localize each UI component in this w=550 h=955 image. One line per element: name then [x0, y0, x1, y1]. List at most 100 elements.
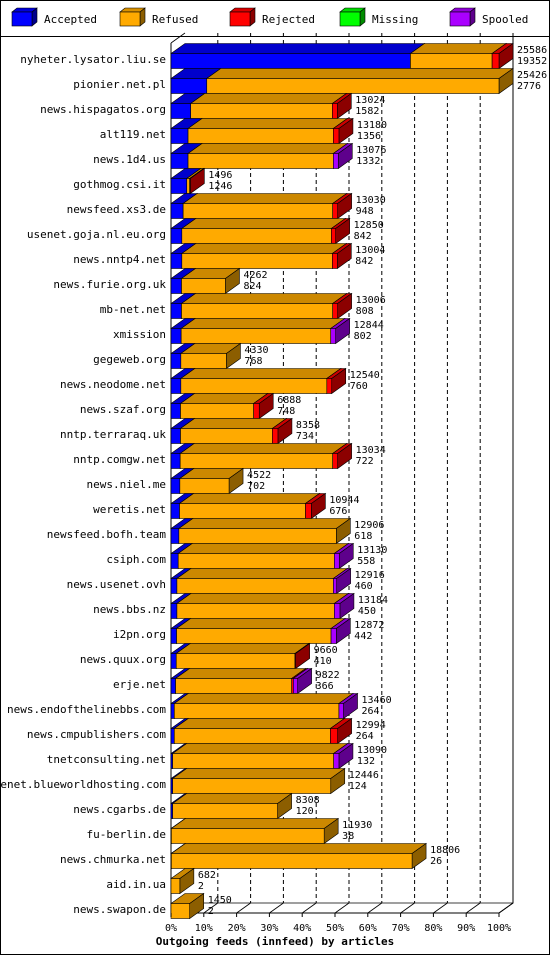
bar-segment-rejected — [333, 128, 340, 144]
bar-segment-accepted — [170, 428, 181, 444]
bar-segment-refused — [186, 178, 190, 194]
bar-row-news.1d4.us — [170, 142, 354, 170]
host-label: weretis.net — [93, 503, 166, 516]
x-tick-label: 20% — [228, 923, 246, 934]
bar-segment-accepted — [170, 603, 178, 619]
bar-segment-top-refused — [173, 718, 346, 729]
host-label: news.cgarbs.de — [73, 803, 166, 816]
value-label-accepted: 618 — [354, 531, 372, 542]
value-label-accepted: 124 — [349, 781, 367, 792]
value-label-offered: 8358 — [296, 420, 320, 431]
host-label: news.furie.org.uk — [53, 278, 166, 291]
bar-segment-refused — [171, 828, 325, 844]
value-label-accepted: 410 — [314, 656, 332, 667]
value-label-offered: 25426 — [517, 70, 547, 81]
bar-segment-top-refused — [175, 593, 350, 604]
bar-segment-refused — [180, 378, 328, 394]
grid-foot — [400, 902, 415, 914]
bar-segment-top-refused — [409, 43, 508, 54]
bar-segment-refused — [180, 428, 273, 444]
value-label-offered: 12916 — [355, 570, 385, 581]
bar-row-usenet.blueworldhosting.com — [170, 767, 346, 795]
bar-row-newsfeed.xs3.de — [170, 192, 353, 220]
value-label-accepted: 450 — [358, 606, 376, 617]
value-label-offered: 4522 — [247, 470, 271, 481]
value-label-accepted: 760 — [350, 381, 368, 392]
bar-row-news.usenet.ovh — [170, 567, 352, 595]
legend-swatch-rejected — [229, 11, 251, 27]
host-label: news.nntp4.net — [73, 253, 166, 266]
bar-segment-accepted — [170, 303, 182, 319]
value-label-offered: 4330 — [244, 345, 268, 356]
bar-segment-refused — [179, 478, 230, 494]
bar-segment-top-refused — [178, 493, 321, 504]
legend-label-rejected: Rejected — [262, 13, 315, 26]
value-label-offered: 13006 — [356, 295, 386, 306]
legend: Accepted Refused Rejected Missing Spooled — [11, 7, 528, 27]
bar-row-news.cgarbs.de — [170, 792, 293, 820]
bar-row-alt119.net — [170, 117, 354, 145]
legend-swatch-spooled — [449, 11, 471, 27]
bar-segment-refused — [180, 328, 332, 344]
value-label-offered: 12850 — [354, 220, 384, 231]
bar-segment-top-refused — [180, 318, 346, 329]
grid-foot — [301, 902, 317, 914]
host-label: news.niel.me — [87, 478, 166, 491]
value-label-offered: 13460 — [362, 695, 392, 706]
bar-segment-rejected — [326, 378, 333, 394]
value-label-offered: 13090 — [357, 745, 387, 756]
bar-segment-accepted — [170, 478, 181, 494]
value-label-offered: 18806 — [430, 845, 460, 856]
back-wall-edge — [170, 32, 186, 44]
bar-segment-accepted — [170, 628, 177, 644]
bar-segment-rejected — [305, 503, 312, 519]
bar-segment-top-refused — [171, 743, 349, 754]
host-label: gothmog.csi.it — [73, 178, 166, 191]
bar-segment-refused — [172, 778, 332, 794]
value-label-accepted: 558 — [357, 556, 375, 567]
legend-label-missing: Missing — [372, 13, 418, 26]
value-label-accepted: 38 — [342, 831, 354, 842]
value-label-offered: 6888 — [277, 395, 301, 406]
value-label-offered: 12844 — [354, 320, 384, 331]
bar-row-news.bbs.nz — [170, 592, 355, 620]
bar-row-news.chmurka.net — [170, 842, 428, 870]
bar-segment-top-refused — [180, 243, 348, 254]
bar-segment-refused — [182, 203, 334, 219]
bar-segment-refused — [176, 603, 335, 619]
host-label: aid.in.ua — [106, 878, 166, 891]
bar-row-news.cmpublishers.com — [170, 717, 353, 745]
bar-segment-spooled — [334, 603, 341, 619]
value-label-accepted: 26 — [430, 856, 442, 867]
value-label-offered: 13034 — [356, 445, 386, 456]
bar-row-csiph.com — [170, 542, 355, 570]
bar-segment-accepted — [170, 203, 184, 219]
bar-segment-refused — [170, 878, 181, 894]
legend-label-accepted: Accepted — [44, 13, 97, 26]
host-label: nntp.comgw.net — [73, 453, 166, 466]
host-label: news.endofthelinebbs.com — [7, 703, 166, 716]
bar-segment-refused — [176, 578, 334, 594]
bar-row-tnetconsulting.net — [170, 742, 354, 770]
bar-row-nntp.terraraq.uk — [170, 417, 293, 445]
value-label-offered: 25586 — [517, 45, 547, 56]
value-label-offered: 11930 — [342, 820, 372, 831]
bar-segment-top-refused — [205, 68, 514, 79]
bar-row-news.niel.me — [170, 467, 244, 495]
legend-swatch-accepted — [11, 11, 33, 27]
bar-segment-top-refused — [170, 843, 428, 854]
host-label: news.1d4.us — [93, 153, 166, 166]
grid-foot — [236, 902, 251, 914]
value-label-accepted: 19352 — [517, 56, 547, 67]
bar-segment-refused — [172, 753, 334, 769]
host-label: news.hispagatos.org — [40, 103, 166, 116]
host-label: nyheter.lysator.liu.se — [20, 53, 166, 66]
bar-segment-rejected — [331, 228, 336, 244]
grid-foot — [203, 902, 219, 914]
value-label-offered: 12446 — [349, 770, 379, 781]
bar-segment-accepted — [170, 228, 183, 244]
value-label-accepted: 2776 — [517, 81, 541, 92]
bar-segment-accepted — [170, 578, 178, 594]
bar-segment-rejected — [491, 53, 500, 69]
